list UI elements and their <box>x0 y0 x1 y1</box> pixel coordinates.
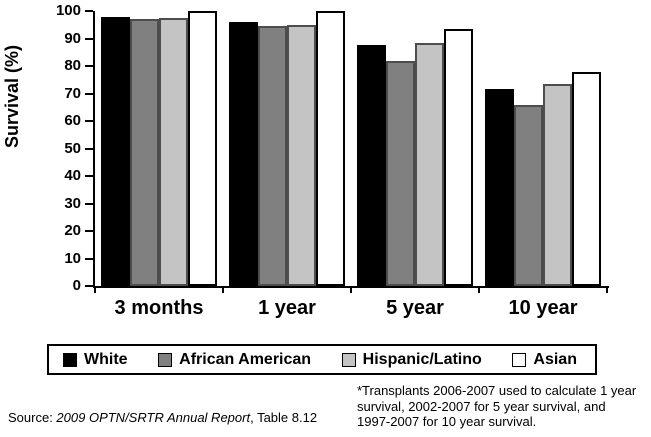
y-axis-tick-label: 20 <box>64 222 81 239</box>
bar-group <box>351 11 479 286</box>
bar-african-american <box>258 26 287 286</box>
bar-hispanic-latino <box>543 83 572 286</box>
bar-group <box>223 11 351 286</box>
legend-item-asian: Asian <box>512 351 577 369</box>
source-report-title: 2009 OPTN/SRTR Annual Report <box>56 410 251 425</box>
y-axis-tick-label: 90 <box>64 29 81 47</box>
bar-hispanic-latino <box>415 42 444 286</box>
legend-label: Hispanic/Latino <box>362 350 482 368</box>
x-category-label: 10 year <box>508 297 578 319</box>
bar-asian <box>572 71 601 286</box>
y-axis-tick <box>85 92 93 95</box>
y-axis-tick <box>85 230 93 232</box>
bar-hispanic-latino <box>159 17 188 286</box>
y-axis-tick <box>85 202 93 205</box>
y-axis-tick <box>85 120 93 122</box>
y-axis-tick-label: 100 <box>55 2 81 19</box>
x-axis-tick <box>478 286 480 293</box>
legend-item-white: White <box>63 351 128 369</box>
bar-asian <box>316 11 345 286</box>
y-axis-tick-label: 70 <box>64 84 81 102</box>
x-axis-tick <box>606 286 608 293</box>
source-suffix: , Table 8.12 <box>250 410 318 425</box>
footnote-line: survival, 2002-2007 for 5 year survival,… <box>357 398 606 414</box>
legend-item-hispanic-latino: Hispanic/Latino <box>341 350 482 369</box>
footnote: *Transplants 2006-2007 used to calculate… <box>357 383 636 430</box>
y-axis-tick <box>85 65 93 67</box>
y-axis-tick-label: 10 <box>64 249 81 267</box>
x-axis-tick <box>350 286 352 293</box>
footnote-line: *Transplants 2006-2007 used to calculate… <box>357 383 637 398</box>
bar-white <box>101 16 130 286</box>
x-category-label: 5 year <box>386 297 444 319</box>
x-axis-tick <box>94 286 96 293</box>
legend: White African American Hispanic/Latino Asia… <box>47 344 597 375</box>
y-axis-tick <box>85 175 93 177</box>
x-category-label: 1 year <box>258 297 316 319</box>
bar-asian <box>444 28 473 286</box>
bar-asian <box>188 11 217 286</box>
legend-swatch <box>63 352 77 367</box>
y-axis-tick <box>85 147 93 150</box>
legend-swatch <box>341 352 356 367</box>
legend-swatch <box>158 352 173 367</box>
bar-african-american <box>514 104 543 286</box>
y-axis-tick-label: 60 <box>64 112 81 129</box>
y-axis-title: Survival (%) <box>2 44 22 148</box>
bar-group <box>95 11 223 286</box>
y-axis-tick <box>85 37 93 40</box>
bar-white <box>485 89 514 286</box>
source-citation: Source: 2009 OPTN/SRTR Annual Report, Ta… <box>8 410 317 425</box>
bar-white <box>357 45 386 286</box>
y-axis-tick-label: 80 <box>64 57 81 74</box>
y-axis-tick-label: 30 <box>64 194 81 212</box>
y-axis-tick <box>85 257 93 260</box>
bar-african-american <box>386 60 415 286</box>
bar-hispanic-latino <box>287 24 316 286</box>
legend-label: African American <box>179 350 312 368</box>
y-axis-tick <box>85 285 93 287</box>
legend-label: Asian <box>533 350 577 368</box>
legend-label: White <box>84 350 128 368</box>
y-axis-line <box>93 11 95 288</box>
bar-african-american <box>130 19 159 286</box>
y-axis-tick <box>85 10 93 12</box>
legend-swatch <box>512 352 527 367</box>
bar-white <box>229 22 258 286</box>
legend-item-african-american: African American <box>158 351 311 369</box>
y-axis-tick-label: 0 <box>72 277 81 294</box>
x-axis-tick <box>222 286 224 293</box>
source-prefix: Source: <box>8 410 57 425</box>
y-axis-tick-label: 50 <box>64 139 81 157</box>
bar-group <box>479 11 607 286</box>
x-category-label: 3 months <box>114 297 204 319</box>
footnote-line: 1997-2007 for 10 year survival. <box>357 414 537 429</box>
y-axis-tick-label: 40 <box>64 167 81 184</box>
